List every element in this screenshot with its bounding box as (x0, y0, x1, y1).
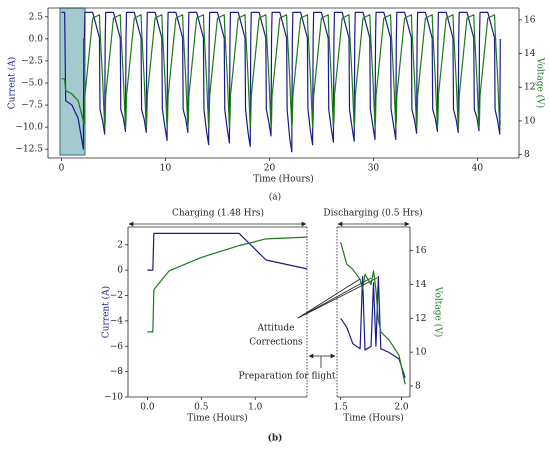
y2-tick-label: 10 (415, 348, 427, 358)
header: Charging (1.48 Hrs) (172, 208, 264, 219)
y-tick-label: −10.0 (15, 123, 43, 133)
x-tick-label: 1.0 (248, 403, 263, 413)
data-line (340, 275, 406, 379)
x-tick-label: 0.5 (194, 403, 209, 413)
y-tick-label: −7.5 (21, 101, 43, 111)
y-tick-label: −4 (110, 316, 124, 326)
y-tick-label: 2 (117, 240, 123, 250)
x-tick-label: 2.0 (394, 403, 409, 413)
x-tick-label: 0 (59, 164, 65, 174)
y2-tick-label: 16 (415, 246, 427, 256)
y2-tick-label: 12 (524, 83, 535, 93)
y-tick-label: −10 (104, 393, 123, 403)
y-tick-label: 0 (117, 266, 123, 276)
y-tick-label: −12.5 (15, 145, 43, 155)
y-tick-label: 0.0 (29, 34, 44, 44)
data-line (147, 236, 308, 333)
caption: (b) (268, 433, 283, 444)
x-tick-label: 20 (264, 164, 276, 174)
note: Preparation for flight (238, 372, 335, 382)
note: Attitude (257, 324, 295, 334)
x-tick-label: 40 (472, 164, 484, 174)
header: Discharging (0.5 Hrs) (323, 208, 422, 219)
y-tick-label: −6 (110, 342, 124, 352)
y2-tick-label: 8 (415, 382, 421, 392)
y2-axis-label: Voltage (V) (433, 286, 444, 337)
y2-tick-label: 12 (415, 314, 426, 324)
y-axis-label: Current (A) (101, 286, 112, 338)
x-tick-label: 0.0 (140, 403, 155, 413)
y-tick-label: 2.5 (29, 12, 44, 22)
data-line (61, 14, 501, 129)
x-tick-label: 10 (160, 164, 172, 174)
caption: (a) (269, 192, 281, 203)
note: Corrections (249, 338, 303, 348)
y2-tick-label: 14 (415, 280, 427, 290)
data-line (61, 11, 501, 153)
y2-tick-label: 14 (524, 49, 536, 59)
y2-tick-label: 10 (524, 116, 536, 126)
highlight-box (59, 7, 86, 156)
y-tick-label: −8 (110, 367, 124, 377)
x-tick-label: 1.5 (333, 403, 348, 413)
y-tick-label: −2 (110, 291, 123, 301)
data-line (147, 232, 308, 271)
y2-axis-label: Voltage (V) (535, 57, 546, 108)
x-tick-label: 30 (368, 164, 380, 174)
data-line (340, 242, 406, 385)
pointer (297, 278, 361, 319)
pointer (297, 277, 372, 319)
y-tick-label: −2.5 (21, 56, 43, 66)
y-tick-label: −5.0 (21, 79, 43, 89)
x-axis-label: Time (Hours) (343, 413, 404, 424)
y-axis-label: Current (A) (7, 57, 18, 109)
x-axis-label: Time (Hours) (187, 413, 248, 424)
pointer (297, 277, 378, 319)
y2-tick-label: 16 (524, 15, 536, 25)
x-axis-label: Time (Hours) (253, 174, 314, 185)
y2-tick-label: 8 (524, 150, 530, 160)
